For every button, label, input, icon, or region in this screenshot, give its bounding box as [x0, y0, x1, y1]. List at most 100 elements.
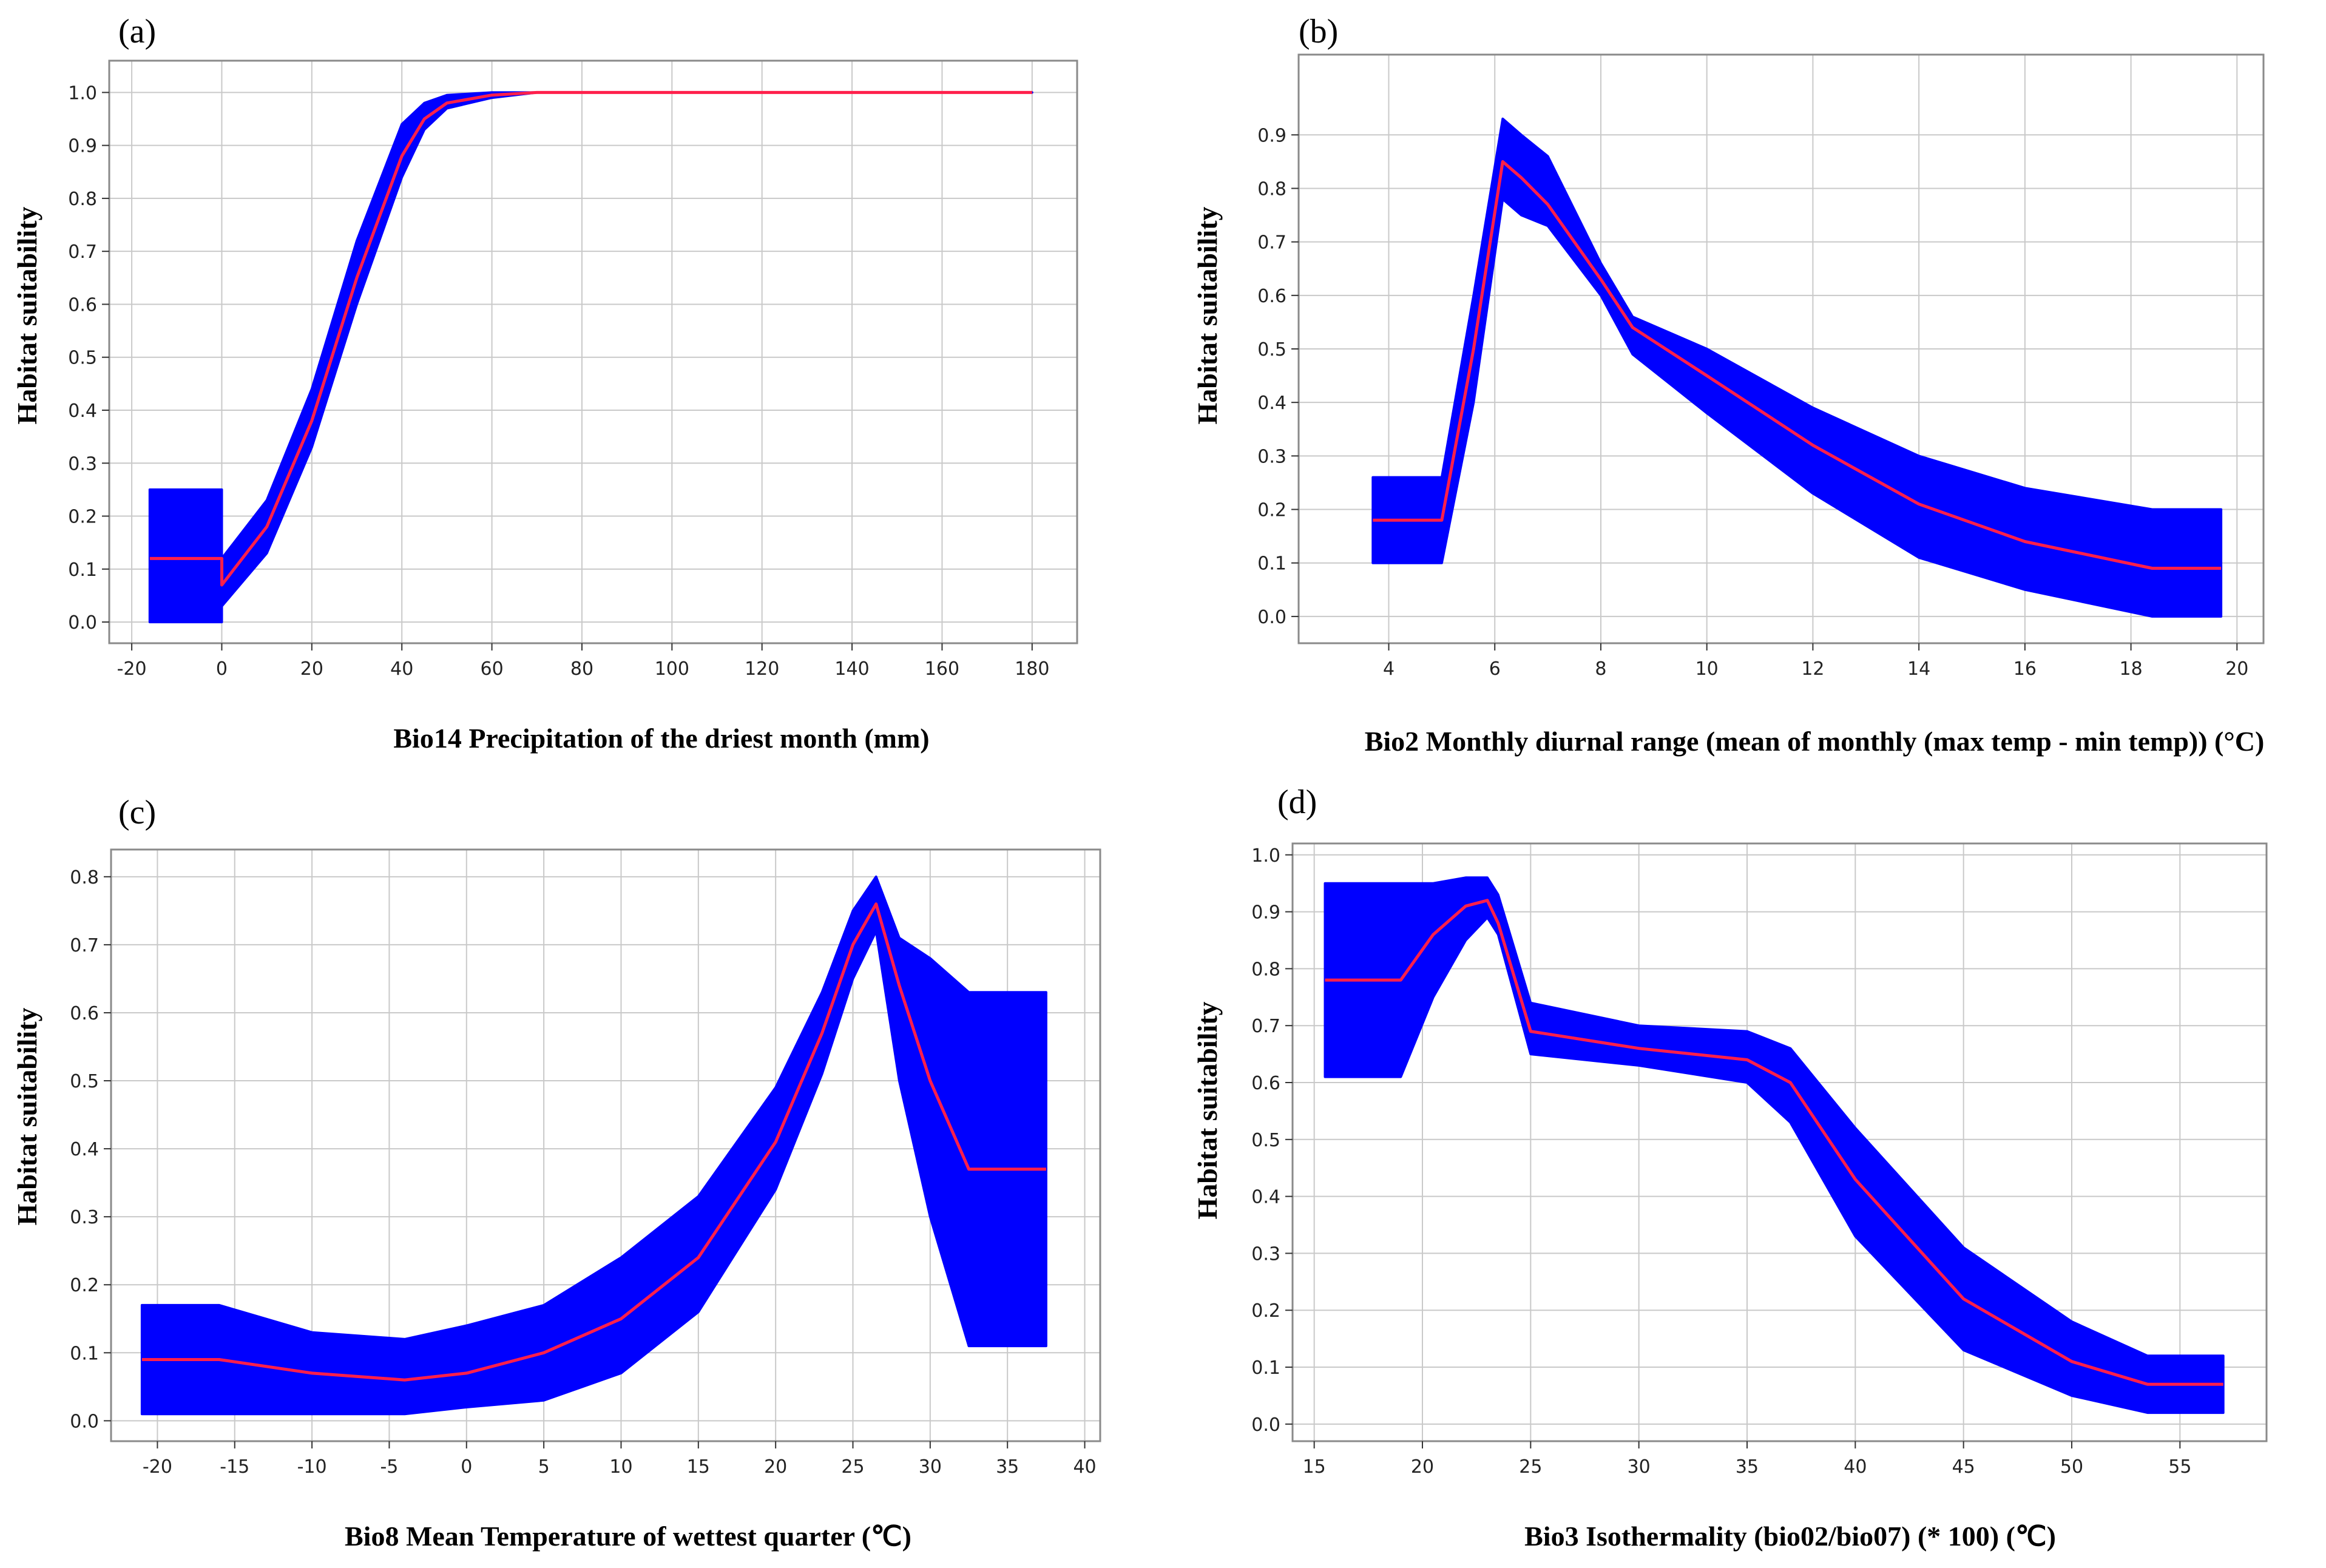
x-tick-label: 15 — [687, 1456, 710, 1478]
y-tick-label: 0.7 — [1257, 232, 1286, 254]
plot-area: 15 20 25 30 35 40 45 50 55 0.0 0.1 0.2 0.3 0.4 0.5 0.6 0… — [1251, 842, 2268, 1478]
x-tick-label: 0 — [216, 658, 228, 680]
y-tick-label: 0.5 — [1257, 339, 1286, 360]
y-tick-label: 0.2 — [68, 507, 97, 528]
panel-a: (a) Habitat suitability Bio14 Precipitat… — [12, 13, 1078, 754]
y-tick-label: 0.7 — [70, 935, 99, 956]
x-tick-label: 35 — [996, 1456, 1019, 1478]
x-tick-label: 140 — [834, 658, 869, 680]
y-tick-label: 0.1 — [1257, 553, 1286, 575]
y-tick-label: 0.2 — [1251, 1300, 1280, 1322]
y-tick-label: 0.8 — [1251, 959, 1280, 980]
y-axis-label: Habitat suitability — [12, 1007, 42, 1225]
x-tick-label: 40 — [1844, 1456, 1867, 1478]
x-axis-label: Bio8 Mean Temperature of wettest quarter… — [345, 1521, 911, 1552]
x-tick-label: 20 — [300, 658, 323, 680]
panel-label: (c) — [118, 794, 156, 831]
y-tick-label: 0.0 — [70, 1411, 99, 1432]
x-tick-label: 80 — [570, 658, 593, 680]
x-tick-label: -20 — [117, 658, 147, 680]
x-tick-label: 12 — [1801, 658, 1824, 680]
x-tick-label: 0 — [461, 1456, 472, 1478]
y-tick-label: 0.7 — [1251, 1016, 1280, 1037]
y-tick-label: 0.4 — [1257, 393, 1286, 414]
x-tick-label: 50 — [2060, 1456, 2083, 1478]
x-tick-label: 6 — [1489, 658, 1501, 680]
x-tick-label: 20 — [2225, 658, 2248, 680]
x-tick-label: -15 — [220, 1456, 249, 1478]
x-tick-label: 120 — [745, 658, 779, 680]
panel-label: (d) — [1277, 783, 1317, 821]
panel-d: (d) Habitat suitability Bio3 Isothermali… — [1192, 783, 2268, 1552]
plot-frame — [110, 848, 1101, 1442]
plot-area: -20 -15 -10 -5 0 5 10 15 20 25 30 35 40 0.0 0.1 0.2 0.3 0… — [70, 848, 1101, 1478]
y-tick-label: 0.5 — [70, 1071, 99, 1092]
sd-band — [1324, 876, 2225, 1414]
mean-response-line — [141, 902, 1046, 1382]
x-tick-label: 18 — [2119, 658, 2142, 680]
y-tick-label: 0.3 — [1251, 1243, 1280, 1265]
x-tick-label: 8 — [1595, 658, 1606, 680]
y-tick-label: 0.9 — [1257, 125, 1286, 146]
x-tick-label: 20 — [764, 1456, 787, 1478]
x-tick-label: 160 — [925, 658, 959, 680]
x-tick-label: 25 — [841, 1456, 864, 1478]
y-tick-label: 0.5 — [68, 348, 97, 369]
y-tick-label: 0.6 — [68, 294, 97, 316]
y-tick-label: 0.0 — [1257, 607, 1286, 628]
y-tick-label: 0.4 — [68, 400, 97, 422]
y-tick-label: 0.6 — [1257, 286, 1286, 307]
y-tick-label: 0.8 — [1257, 178, 1286, 200]
x-tick-label: 25 — [1519, 1456, 1542, 1478]
x-tick-label: 60 — [480, 658, 503, 680]
x-tick-label: -10 — [297, 1456, 327, 1478]
x-tick-label: -5 — [380, 1456, 398, 1478]
y-axis-label: Habitat suitability — [1192, 206, 1223, 424]
plot-frame — [1291, 842, 2268, 1442]
y-axis-label: Habitat suitability — [12, 206, 42, 424]
panel-c: (c) Habitat suitability Bio8 Mean Temper… — [12, 794, 1101, 1552]
x-tick-label: 16 — [2013, 658, 2037, 680]
mean-response-line — [1373, 160, 2222, 570]
x-tick-label: 55 — [2168, 1456, 2191, 1478]
sd-band — [140, 875, 1047, 1416]
x-tick-label: 14 — [1907, 658, 1930, 680]
y-tick-label: 0.1 — [70, 1343, 99, 1364]
panel-label: (b) — [1299, 13, 1338, 50]
y-tick-label: 0.0 — [1251, 1414, 1280, 1436]
y-tick-label: 0.2 — [70, 1275, 99, 1296]
y-tick-label: 0.1 — [68, 559, 97, 581]
x-tick-label: 40 — [390, 658, 413, 680]
y-tick-label: 1.0 — [68, 83, 97, 104]
x-tick-label: 30 — [919, 1456, 942, 1478]
y-tick-label: 0.2 — [1257, 500, 1286, 521]
panel-b: (b) Habitat suitability Bio2 Monthly diu… — [1192, 13, 2265, 757]
y-tick-label: 0.6 — [1251, 1073, 1280, 1094]
x-tick-label: 4 — [1383, 658, 1395, 680]
x-tick-label: 10 — [1695, 658, 1719, 680]
y-tick-label: 0.6 — [70, 1003, 99, 1024]
y-tick-label: 0.8 — [68, 189, 97, 210]
sd-band — [1371, 117, 2223, 618]
mean-response-line — [1325, 899, 2223, 1386]
plot-area: -20 0 20 40 60 80 100 120 140 160 180 0.0 0.1 0.2 0.3 0… — [68, 59, 1078, 680]
plot-frame — [108, 59, 1078, 644]
x-tick-label: 5 — [538, 1456, 550, 1478]
y-tick-label: 0.0 — [68, 612, 97, 634]
y-tick-label: 0.7 — [68, 242, 97, 263]
y-tick-label: 0.3 — [68, 453, 97, 475]
x-tick-label: 10 — [609, 1456, 632, 1478]
y-tick-label: 0.8 — [70, 867, 99, 888]
panel-label: (a) — [118, 13, 156, 50]
x-tick-label: 180 — [1015, 658, 1049, 680]
x-tick-label: 15 — [1303, 1456, 1326, 1478]
x-axis-label: Bio3 Isothermality (bio02/bio07) (* 100)… — [1524, 1521, 2056, 1552]
x-axis-label: Bio2 Monthly diurnal range (mean of mont… — [1365, 726, 2265, 757]
x-tick-label: 100 — [655, 658, 689, 680]
x-tick-label: 35 — [1736, 1456, 1759, 1478]
y-tick-label: 0.9 — [68, 136, 97, 157]
x-tick-label: -20 — [143, 1456, 172, 1478]
y-tick-label: 0.4 — [1251, 1187, 1280, 1208]
plot-area: 4 6 8 10 12 14 16 18 20 0.0 0.1 0.2 0.3 0.4 0.5 0.6 0.7 0… — [1257, 53, 2265, 680]
